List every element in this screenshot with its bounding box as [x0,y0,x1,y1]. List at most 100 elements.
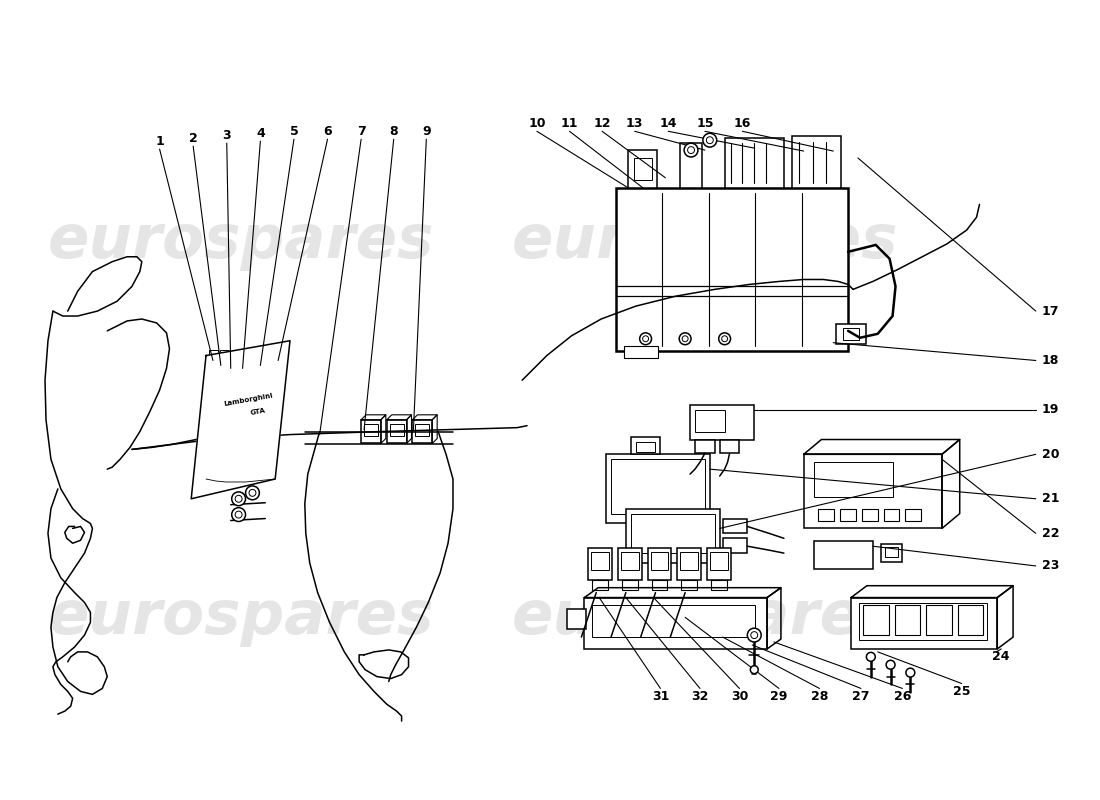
Bar [566,610,586,629]
Circle shape [747,628,761,642]
Text: 6: 6 [323,125,332,138]
Text: 32: 32 [691,690,708,703]
Bar [905,509,921,521]
Bar [630,437,660,454]
Circle shape [718,333,730,345]
Bar [616,188,848,350]
Circle shape [232,508,245,522]
Text: 24: 24 [992,650,1010,663]
Circle shape [232,492,245,506]
Bar [606,454,710,523]
Bar [818,509,834,521]
Bar [926,606,952,635]
Bar [681,580,697,590]
Text: 16: 16 [734,117,751,130]
Text: 30: 30 [730,690,748,703]
Bar [618,548,641,580]
Circle shape [750,666,758,674]
Text: 23: 23 [1042,559,1059,573]
Bar [851,598,998,649]
Text: 26: 26 [893,690,911,703]
Bar [680,552,698,570]
Bar [263,350,272,355]
Bar [862,509,878,521]
Bar [723,518,747,534]
Bar [836,324,866,344]
Bar [958,606,983,635]
Bar [710,552,727,570]
Bar [389,424,404,435]
Bar [626,509,719,563]
Text: 4: 4 [256,126,265,140]
Circle shape [235,511,242,518]
Bar [695,439,715,454]
Bar [844,328,859,340]
Bar [416,424,429,435]
Circle shape [640,333,651,345]
Circle shape [688,146,694,154]
Circle shape [684,143,699,157]
Bar [628,150,658,188]
Bar [610,459,705,514]
Bar [711,580,727,590]
Text: 1: 1 [155,134,164,148]
Bar [680,143,702,188]
Text: 27: 27 [852,690,870,703]
Circle shape [235,495,242,502]
Bar [636,442,656,452]
Bar [361,420,381,443]
Text: 17: 17 [1042,305,1059,318]
Bar [814,542,872,569]
Text: 2: 2 [189,132,198,145]
Circle shape [906,668,915,677]
Text: 8: 8 [389,125,398,138]
Bar [592,552,609,570]
Bar [231,350,240,355]
Bar [862,606,889,635]
Text: 9: 9 [422,125,430,138]
Bar [881,544,902,562]
Circle shape [249,490,256,496]
Text: 13: 13 [626,117,644,130]
Circle shape [642,336,649,342]
Circle shape [887,660,895,669]
Text: 7: 7 [356,125,365,138]
Bar [707,548,730,580]
Text: 15: 15 [696,117,714,130]
Circle shape [703,134,717,147]
Circle shape [679,333,691,345]
Text: 3: 3 [222,129,231,142]
Circle shape [867,652,876,662]
Bar [814,462,892,497]
Circle shape [245,486,260,500]
Bar [630,514,715,553]
Bar [894,606,921,635]
Text: 31: 31 [651,690,669,703]
Bar [650,552,669,570]
Bar [209,350,218,355]
Bar [719,439,739,454]
Bar [725,138,784,188]
Bar [634,158,651,180]
Bar [883,509,900,521]
Bar [620,552,639,570]
Bar [220,350,229,355]
Text: 20: 20 [1042,448,1059,461]
Text: 10: 10 [528,117,546,130]
Text: 28: 28 [811,690,828,703]
Text: eurospares: eurospares [512,213,898,271]
Bar [792,136,842,188]
Text: 14: 14 [660,117,678,130]
Circle shape [722,336,727,342]
Bar [648,548,671,580]
Bar [884,547,899,557]
Polygon shape [191,341,290,498]
Text: 21: 21 [1042,492,1059,506]
Bar [859,602,988,640]
Bar [364,424,378,435]
Bar [695,410,725,432]
Text: 12: 12 [593,117,611,130]
Bar [584,598,767,649]
Text: eurospares: eurospares [47,588,433,647]
Bar [387,420,407,443]
